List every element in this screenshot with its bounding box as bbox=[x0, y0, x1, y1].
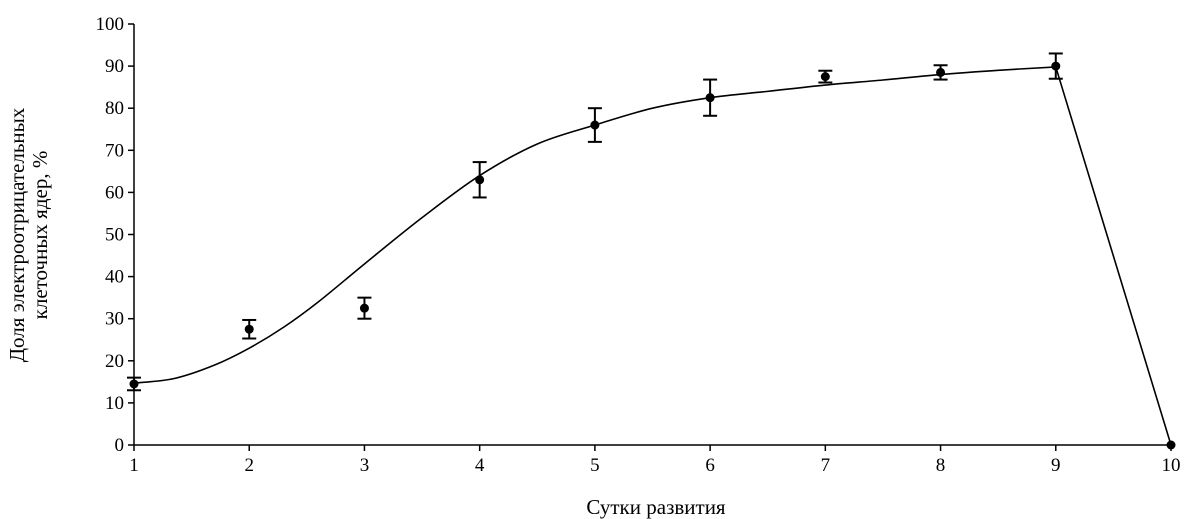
y-tick-label: 70 bbox=[105, 140, 124, 161]
data-point bbox=[244, 324, 254, 334]
x-tick-label: 4 bbox=[475, 455, 485, 476]
data-point bbox=[129, 379, 139, 389]
y-axis-title-line-2: клеточных ядер, % bbox=[28, 151, 52, 320]
y-tick-label: 50 bbox=[105, 225, 124, 246]
data-point bbox=[1051, 61, 1061, 71]
x-tick-label: 1 bbox=[129, 455, 139, 476]
y-tick-label: 0 bbox=[115, 435, 125, 456]
y-tick-label: 20 bbox=[105, 351, 124, 372]
data-point bbox=[475, 175, 485, 185]
y-tick-label: 10 bbox=[105, 393, 124, 414]
data-point bbox=[359, 303, 369, 313]
x-tick-label: 10 bbox=[1162, 455, 1181, 476]
x-tick-label: 8 bbox=[936, 455, 946, 476]
x-tick-label: 9 bbox=[1051, 455, 1061, 476]
fit-line bbox=[133, 66, 1172, 446]
x-tick-label: 7 bbox=[821, 455, 831, 476]
x-axis-title: Сутки развития bbox=[586, 495, 726, 519]
data-point bbox=[590, 120, 600, 130]
y-tick-label: 30 bbox=[105, 309, 124, 330]
y-tick-label: 40 bbox=[105, 267, 124, 288]
y-axis-title: Доля электроотрицательных клеточных ядер… bbox=[5, 107, 52, 362]
x-tick-label: 6 bbox=[705, 455, 715, 476]
y-tick-label: 60 bbox=[105, 182, 124, 203]
y-tick-label: 80 bbox=[105, 98, 124, 119]
data-point bbox=[820, 72, 830, 82]
data-point bbox=[1166, 440, 1176, 450]
data-point bbox=[705, 93, 715, 103]
data-point bbox=[936, 67, 946, 77]
y-tick-label: 90 bbox=[105, 56, 124, 77]
x-tick-label: 3 bbox=[360, 455, 370, 476]
x-tick-label: 5 bbox=[590, 455, 600, 476]
x-tick-label: 2 bbox=[244, 455, 254, 476]
y-axis-title-line-1: Доля электроотрицательных bbox=[5, 107, 29, 362]
y-tick-label: 100 bbox=[96, 14, 125, 35]
